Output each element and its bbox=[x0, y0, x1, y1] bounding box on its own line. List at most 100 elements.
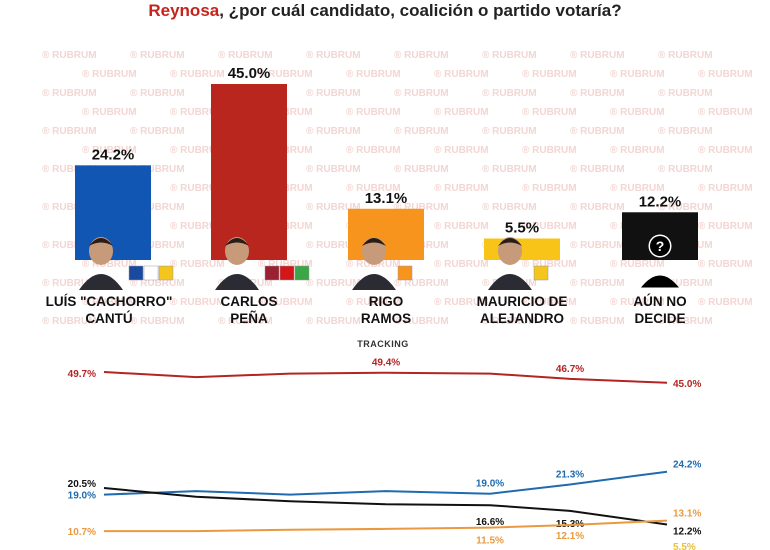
watermark-text: ® RUBRUM bbox=[522, 145, 577, 156]
watermark-text: ® RUBRUM bbox=[346, 183, 401, 194]
watermark-text: ® RUBRUM bbox=[82, 297, 137, 308]
candidate-name: PEÑA bbox=[230, 311, 268, 326]
watermark-text: ® RUBRUM bbox=[522, 107, 577, 118]
candidate-name: CARLOS bbox=[221, 294, 278, 309]
watermark-text: ® RUBRUM bbox=[658, 278, 713, 289]
watermark-text: ® RUBRUM bbox=[82, 259, 137, 270]
watermark-text: ® RUBRUM bbox=[658, 88, 713, 99]
party-logo-icon bbox=[158, 265, 174, 281]
watermark-text: ® RUBRUM bbox=[610, 145, 665, 156]
watermark-text: ® RUBRUM bbox=[130, 240, 185, 251]
watermark-text: ® RUBRUM bbox=[434, 107, 489, 118]
watermark-text: ® RUBRUM bbox=[570, 316, 625, 327]
candidate-name: RAMOS bbox=[361, 311, 411, 326]
watermark-text: ® RUBRUM bbox=[346, 145, 401, 156]
watermark-text: ® RUBRUM bbox=[306, 316, 361, 327]
unknown-person-icon: ? bbox=[638, 234, 682, 289]
watermark-text: ® RUBRUM bbox=[698, 107, 753, 118]
watermark-text: ® RUBRUM bbox=[346, 107, 401, 118]
watermark-text: ® RUBRUM bbox=[42, 278, 97, 289]
title-question: , ¿por cuál candidato, coalición o parti… bbox=[219, 1, 621, 20]
watermark-text: ® RUBRUM bbox=[130, 278, 185, 289]
watermark-text: ® RUBRUM bbox=[658, 50, 713, 61]
watermark-text: ® RUBRUM bbox=[42, 164, 97, 175]
watermark-text: ® RUBRUM bbox=[570, 202, 625, 213]
watermark-text: ® RUBRUM bbox=[658, 164, 713, 175]
series-line bbox=[104, 519, 668, 533]
party-logo-icon bbox=[279, 265, 295, 281]
watermark-text: ® RUBRUM bbox=[258, 297, 313, 308]
watermark-text: ® RUBRUM bbox=[394, 88, 449, 99]
watermark-text: ® RUBRUM bbox=[570, 164, 625, 175]
watermark-text: ® RUBRUM bbox=[610, 259, 665, 270]
series-data-label: 5.5% bbox=[673, 542, 696, 550]
chart-title: Reynosa, ¿por cuál candidato, coalición … bbox=[148, 1, 621, 20]
watermark-text: ® RUBRUM bbox=[82, 145, 137, 156]
watermark-text: ® RUBRUM bbox=[346, 297, 401, 308]
series-data-label: 16.6% bbox=[476, 517, 504, 528]
tracking-chart: TRACKING 49.7%49.4%46.7%45.0%19.0%19.0%2… bbox=[68, 339, 702, 550]
watermark-text: ® RUBRUM bbox=[434, 259, 489, 270]
watermark-text: ® RUBRUM bbox=[130, 164, 185, 175]
watermark-text: ® RUBRUM bbox=[698, 69, 753, 80]
watermark-text: ® RUBRUM bbox=[522, 259, 577, 270]
series-data-label: 12.1% bbox=[556, 531, 584, 542]
watermark-text: ® RUBRUM bbox=[306, 202, 361, 213]
bar-value-label: 45.0% bbox=[228, 65, 271, 82]
watermark-text: ® RUBRUM bbox=[394, 316, 449, 327]
watermark-text: ® RUBRUM bbox=[482, 164, 537, 175]
watermark-text: ® RUBRUM bbox=[306, 50, 361, 61]
watermark-text: ® RUBRUM bbox=[698, 221, 753, 232]
watermark-layer: ® RUBRUM ® RUBRUM ® RUBRUM ® RUBRUM ® RUBRUM… bbox=[42, 50, 753, 327]
watermark-text: ® RUBRUM bbox=[570, 278, 625, 289]
watermark-text: ® RUBRUM bbox=[698, 145, 753, 156]
watermark-text: ® RUBRUM bbox=[346, 69, 401, 80]
watermark-text: ® RUBRUM bbox=[82, 69, 137, 80]
candidate-name: CANTÚ bbox=[85, 311, 132, 326]
series-data-label: 49.4% bbox=[372, 358, 400, 369]
watermark-text: ® RUBRUM bbox=[570, 88, 625, 99]
bar-value-label: 13.1% bbox=[365, 190, 408, 207]
tracking-title: TRACKING bbox=[357, 339, 409, 349]
candidate-name: DECIDE bbox=[634, 311, 685, 326]
series-data-label: 19.0% bbox=[476, 479, 504, 490]
title-city: Reynosa bbox=[148, 1, 219, 20]
watermark-text: ® RUBRUM bbox=[570, 126, 625, 137]
watermark-text: ® RUBRUM bbox=[394, 126, 449, 137]
bar-chart: 24.2% LUÍS "CACHORRO" CANTÚ 45.0% CARLOS PEÑA… bbox=[46, 65, 698, 326]
watermark-text: ® RUBRUM bbox=[698, 297, 753, 308]
series-data-label: 12.2% bbox=[673, 527, 701, 538]
watermark-text: ® RUBRUM bbox=[434, 183, 489, 194]
watermark-text: ® RUBRUM bbox=[658, 316, 713, 327]
series-line bbox=[103, 487, 668, 526]
watermark-text: ® RUBRUM bbox=[434, 69, 489, 80]
candidate-name: AÚN NO bbox=[633, 294, 686, 309]
watermark-text: ® RUBRUM bbox=[306, 88, 361, 99]
watermark-text: ® RUBRUM bbox=[258, 259, 313, 270]
watermark-text: ® RUBRUM bbox=[170, 221, 225, 232]
watermark-text: ® RUBRUM bbox=[306, 240, 361, 251]
bar-value-label: 12.2% bbox=[639, 193, 682, 210]
watermark-text: ® RUBRUM bbox=[570, 50, 625, 61]
watermark-text: ® RUBRUM bbox=[170, 107, 225, 118]
watermark-text: ® RUBRUM bbox=[610, 297, 665, 308]
series-data-label: 45.0% bbox=[673, 379, 701, 390]
series-line bbox=[103, 470, 668, 496]
series-data-label: 21.3% bbox=[556, 469, 584, 480]
series-data-label: 10.7% bbox=[68, 527, 96, 538]
watermark-text: ® RUBRUM bbox=[482, 202, 537, 213]
series-data-label: 20.5% bbox=[68, 479, 96, 490]
bar bbox=[211, 84, 287, 260]
watermark-text: ® RUBRUM bbox=[42, 88, 97, 99]
watermark-text: ® RUBRUM bbox=[658, 202, 713, 213]
watermark-text: ® RUBRUM bbox=[482, 316, 537, 327]
watermark-text: ® RUBRUM bbox=[42, 316, 97, 327]
candidate-photo bbox=[488, 237, 532, 290]
party-logo-icon bbox=[143, 265, 159, 281]
watermark-text: ® RUBRUM bbox=[522, 221, 577, 232]
series-line bbox=[103, 371, 668, 384]
watermark-text: ® RUBRUM bbox=[394, 50, 449, 61]
watermark-text: ® RUBRUM bbox=[42, 240, 97, 251]
watermark-text: ® RUBRUM bbox=[522, 297, 577, 308]
